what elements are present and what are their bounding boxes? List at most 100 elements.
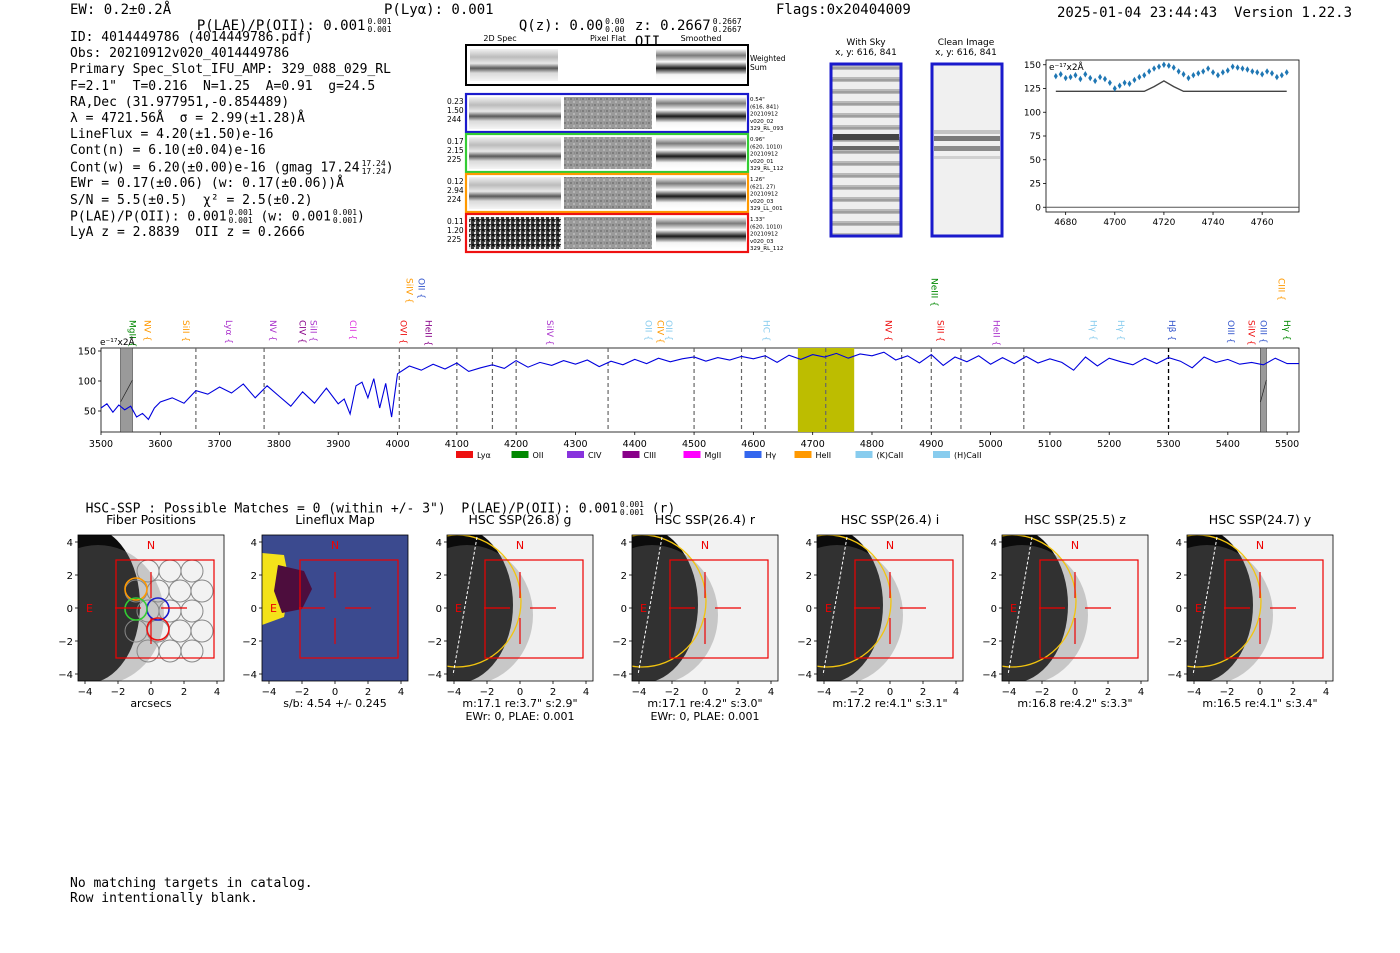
- cutout-x-tick-label: 0: [887, 687, 893, 698]
- cutout-y-tick-label: −2: [427, 637, 442, 648]
- search-box: [669, 559, 769, 659]
- spectrum-line-label: Lyα {: [223, 320, 233, 344]
- east-marker: E: [455, 602, 462, 615]
- zoom-data-point: [1073, 72, 1078, 79]
- spectrum-line-label: CII {: [347, 320, 357, 340]
- hsc-cutout: N E −4 −2 0 2 4 4 2 0 −2 −4: [982, 534, 1149, 698]
- spectrum-x-tick-label: 3900: [326, 439, 350, 450]
- hsc-panel-title: HSC SSP(26.8) g: [468, 512, 572, 527]
- galaxy-aperture-ellipse: [632, 535, 707, 668]
- cutout-x-tick-label: 0: [148, 687, 154, 698]
- fiber-left-label: 224: [447, 195, 462, 204]
- header-qz-lo: 0.00: [605, 25, 625, 34]
- zoom-data-point: [1211, 69, 1216, 76]
- spectrum-line-label: Hβ {: [1166, 320, 1176, 341]
- cutout-y-tick-label: 0: [1176, 604, 1182, 615]
- spectrum-line-label: SiIV {: [1246, 320, 1256, 346]
- cutout-y-tick-label: −4: [982, 670, 997, 681]
- cutout-y-tick-label: −4: [1167, 670, 1182, 681]
- fiber-right-label: 0.54": [750, 97, 765, 103]
- search-box: [1039, 559, 1139, 659]
- hsc-cutout: N E −4 −2 0 2 4 4 2 0 −2 −4: [242, 534, 409, 698]
- info-lyaz: LyA z = 2.8839 OII z = 0.2666: [70, 225, 305, 241]
- zoom-data-point: [1191, 72, 1196, 79]
- cutout-y-tick-label: 0: [436, 604, 442, 615]
- legend-label: CIV: [588, 451, 602, 460]
- zoom-data-point: [1147, 68, 1152, 75]
- cutout-y-tick-label: 2: [436, 571, 442, 582]
- spectrum-x-tick-label: 3700: [208, 439, 232, 450]
- timestamp-text: 2025-01-04 23:44:43: [1057, 5, 1218, 21]
- cutout-x-tick-label: 4: [768, 687, 774, 698]
- fiber-circle: [190, 579, 214, 603]
- fiber-right-label: 329_RL_112: [750, 246, 783, 252]
- zoom-chart: 4680 4700 4720 4740 4760 0 25 50 75 100 125 150 e⁻¹…: [1024, 59, 1300, 228]
- spectrum-line-label: CIII {: [1275, 278, 1285, 301]
- legend-swatch: [744, 451, 762, 458]
- galaxy-halo: [78, 545, 164, 681]
- info-contw: Cont(w) = 6.20(±0.00)e-16 (gmag 17.24 17.…: [70, 158, 394, 176]
- cutout-x-tick-label: −2: [295, 687, 310, 698]
- cutout-x-tick-label: −4: [632, 687, 647, 698]
- cutout-y-tick-label: −2: [612, 637, 627, 648]
- spectrum-x-tick-label: 3800: [267, 439, 291, 450]
- zoom-data-point: [1156, 63, 1161, 70]
- north-marker: N: [701, 539, 709, 552]
- east-marker: E: [1195, 602, 1202, 615]
- zoom-data-point: [1220, 69, 1225, 76]
- fiber-right-label: 329_RL_093: [750, 126, 784, 132]
- zoom-data-point: [1240, 65, 1245, 72]
- zoom-data-point: [1245, 66, 1250, 73]
- zoom-chart-frame: [1045, 59, 1300, 213]
- cutout-y-tick-label: −4: [797, 670, 812, 681]
- fiber-circle: [180, 599, 204, 623]
- cutout-y-tick-label: 2: [67, 571, 73, 582]
- galaxy-axis-line: [1007, 536, 1033, 676]
- fiber-flat-image: [564, 137, 652, 169]
- zoom-data-point: [1181, 71, 1186, 78]
- spectrum-x-tick-label: 3600: [148, 439, 172, 450]
- sky-stamp-title: With Sky x, y: 616, 841: [826, 38, 906, 58]
- cutout-y-tick-label: −4: [58, 670, 73, 681]
- spectrum-line-label: OIII {: [1257, 320, 1267, 344]
- spectrum-line-label: MgII {: [127, 320, 137, 347]
- legend-label: CIII: [644, 451, 657, 460]
- cutout-x-tick-label: 2: [1290, 687, 1296, 698]
- fiber-left-label: 1.50: [447, 106, 464, 115]
- fiber-right-label: 1.33": [750, 217, 765, 223]
- legend-swatch: [567, 451, 584, 458]
- fiber-spec-image: [469, 217, 561, 249]
- clean-stamp-title: Clean Image x, y: 616, 841: [926, 38, 1006, 58]
- spectrum-line-label: SiII {: [307, 320, 317, 342]
- search-box: [115, 559, 215, 659]
- zoom-data-point: [1171, 64, 1176, 71]
- zoom-chart-marks: 4680 4700 4720 4740 4760 0 25 50 75 100 125 150: [1024, 61, 1299, 228]
- hsc-panel-caption: arcsecs: [58, 697, 244, 710]
- cutout-y-tick-label: 4: [621, 538, 627, 549]
- spec2d-panel: 2D Spec Pixel Flat Smoothed Weighted Sum…: [447, 34, 786, 254]
- cutout-x-tick-label: 0: [332, 687, 338, 698]
- fiber-right-label: (620, 1010): [750, 224, 782, 230]
- footer-line-2: Row intentionally blank.: [70, 891, 258, 906]
- weighted-sum-spec: [470, 49, 558, 81]
- header-plae-hi: 0.001: [367, 17, 392, 26]
- info-sn: S/N = 5.5(±0.5) χ² = 2.5(±0.2): [70, 192, 313, 208]
- zoom-data-point: [1142, 72, 1147, 79]
- hsc-panel-caption: s/b: 4.54 +/- 0.245: [242, 697, 428, 710]
- cutout-x-tick-label: 2: [735, 687, 741, 698]
- info-plae: P(LAE)/P(OII): 0.001 0.001 0.001 (w: 0.001…: [70, 207, 365, 225]
- spectrum-line-label: OIII {: [1225, 320, 1235, 344]
- cutout-y-tick-label: −4: [427, 670, 442, 681]
- spectrum-frame: [100, 347, 1300, 433]
- east-marker: E: [825, 602, 832, 615]
- hsc-caption-line-1: m:16.5 re:4.1" s:3.4": [1202, 697, 1318, 710]
- zoom-data-point: [1206, 65, 1211, 72]
- cutout-x-tick-label: −2: [1220, 687, 1235, 698]
- zoom-data-point: [1255, 69, 1260, 76]
- fiber-circle-highlighted: [124, 577, 148, 601]
- zoom-data-point: [1122, 79, 1127, 86]
- hsc-panel-title: HSC SSP(25.5) z: [1024, 512, 1126, 527]
- fiber-spec-image: [469, 177, 561, 209]
- hsc-panel-title: Lineflux Map: [295, 512, 375, 527]
- east-marker: E: [86, 602, 93, 615]
